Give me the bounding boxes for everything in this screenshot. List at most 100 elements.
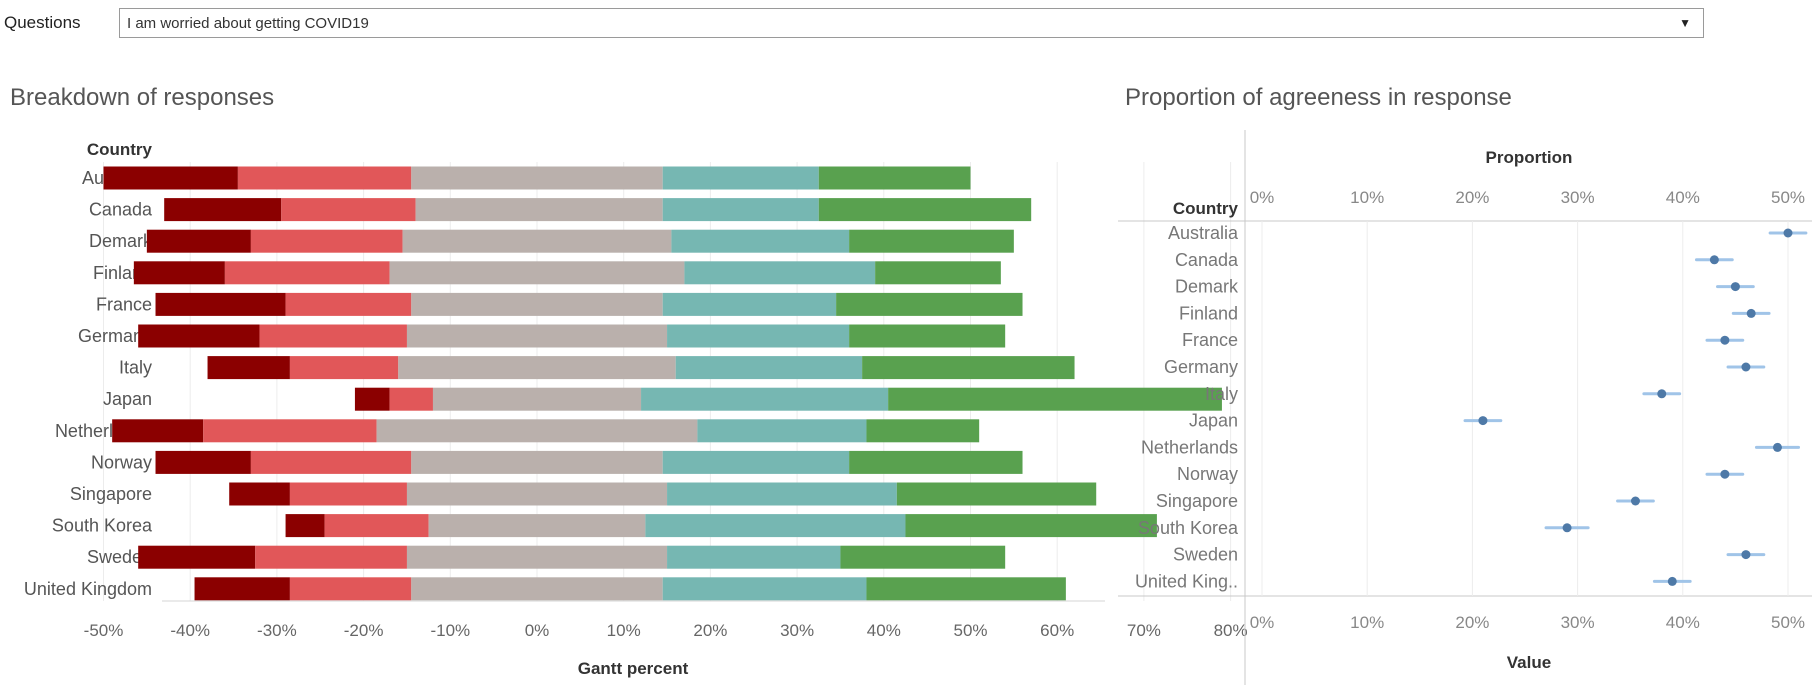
x-tick-label: -10% <box>430 621 470 640</box>
bar-south-korea-agree[interactable] <box>645 514 906 538</box>
bar-sweden-agree[interactable] <box>667 545 841 569</box>
bar-italy-strongly-disagree[interactable] <box>207 356 290 380</box>
country-label-france: France <box>96 294 152 314</box>
bar-italy-agree[interactable] <box>675 356 863 380</box>
bar-france-strongly-agree[interactable] <box>836 292 1023 316</box>
bar-japan-disagree[interactable] <box>389 387 433 411</box>
bar-netherlands-agree[interactable] <box>697 419 867 443</box>
bar-canada-agree[interactable] <box>662 198 819 222</box>
bar-singapore-strongly-disagree[interactable] <box>229 482 290 506</box>
bar-sweden-strongly-disagree[interactable] <box>138 545 256 569</box>
bar-south-korea-strongly-agree[interactable] <box>905 514 1157 538</box>
point-australia[interactable] <box>1783 228 1793 238</box>
bar-japan-strongly-agree[interactable] <box>888 387 1222 411</box>
bar-australia-disagree[interactable] <box>237 166 412 190</box>
bar-france-neutral[interactable] <box>411 292 663 316</box>
x-tick-label: 40% <box>867 621 901 640</box>
bar-italy-disagree[interactable] <box>289 356 399 380</box>
bar-norway-neutral[interactable] <box>411 450 663 474</box>
bar-canada-strongly-agree[interactable] <box>818 198 1032 222</box>
bar-germany-disagree[interactable] <box>259 324 407 348</box>
bar-norway-strongly-agree[interactable] <box>849 450 1023 474</box>
top-tick-label: 30% <box>1561 188 1595 207</box>
bar-germany-neutral[interactable] <box>406 324 668 348</box>
point-south-korea[interactable] <box>1562 523 1572 533</box>
bar-demark-strongly-disagree[interactable] <box>146 229 251 253</box>
bar-france-strongly-disagree[interactable] <box>155 292 286 316</box>
bar-norway-strongly-disagree[interactable] <box>155 450 251 474</box>
point-norway[interactable] <box>1720 469 1730 479</box>
country-label-germany: Germany <box>1164 357 1238 377</box>
x-tick-label: -30% <box>257 621 297 640</box>
bar-united-kingdom-strongly-disagree[interactable] <box>194 577 290 601</box>
bar-demark-neutral[interactable] <box>402 229 672 253</box>
bar-japan-strongly-disagree[interactable] <box>354 387 390 411</box>
bar-norway-disagree[interactable] <box>250 450 412 474</box>
bar-united-kingdom-disagree[interactable] <box>289 577 412 601</box>
point-france[interactable] <box>1720 335 1730 345</box>
bar-singapore-strongly-agree[interactable] <box>896 482 1097 506</box>
bar-south-korea-strongly-disagree[interactable] <box>285 514 325 538</box>
bar-south-korea-neutral[interactable] <box>428 514 646 538</box>
bar-france-disagree[interactable] <box>285 292 412 316</box>
bar-netherlands-disagree[interactable] <box>203 419 377 443</box>
country-label-japan: Japan <box>103 389 152 409</box>
bar-sweden-neutral[interactable] <box>406 545 668 569</box>
bar-finland-agree[interactable] <box>684 261 876 285</box>
bar-australia-agree[interactable] <box>662 166 819 190</box>
bar-canada-neutral[interactable] <box>415 198 663 222</box>
bar-demark-strongly-agree[interactable] <box>849 229 1014 253</box>
point-united-king[interactable] <box>1667 576 1677 586</box>
bar-norway-agree[interactable] <box>662 450 850 474</box>
dropdown-caret-icon[interactable]: ▼ <box>1679 16 1691 30</box>
point-demark[interactable] <box>1730 282 1740 292</box>
country-label-sweden: Sweden <box>1173 545 1238 565</box>
point-sweden[interactable] <box>1741 550 1751 560</box>
bar-finland-strongly-disagree[interactable] <box>133 261 225 285</box>
bar-canada-disagree[interactable] <box>281 198 416 222</box>
bar-singapore-neutral[interactable] <box>406 482 668 506</box>
bar-south-korea-disagree[interactable] <box>324 514 429 538</box>
bar-italy-strongly-agree[interactable] <box>862 356 1075 380</box>
country-label-italy: Italy <box>1205 384 1238 404</box>
bar-united-kingdom-agree[interactable] <box>662 577 867 601</box>
bar-singapore-agree[interactable] <box>667 482 897 506</box>
bar-australia-strongly-agree[interactable] <box>818 166 971 190</box>
questions-dropdown[interactable]: I am worried about getting COVID19 ▼ <box>119 8 1704 38</box>
bar-canada-strongly-disagree[interactable] <box>164 198 282 222</box>
bar-finland-neutral[interactable] <box>389 261 685 285</box>
bar-singapore-disagree[interactable] <box>289 482 407 506</box>
point-germany[interactable] <box>1741 362 1751 372</box>
bar-netherlands-strongly-disagree[interactable] <box>112 419 204 443</box>
bar-australia-strongly-disagree[interactable] <box>103 166 238 190</box>
country-label-italy: Italy <box>119 358 152 378</box>
point-singapore[interactable] <box>1630 496 1640 506</box>
bar-germany-agree[interactable] <box>667 324 850 348</box>
point-italy[interactable] <box>1657 389 1667 399</box>
bar-demark-disagree[interactable] <box>250 229 403 253</box>
country-label-finland: Finland <box>1179 303 1238 323</box>
bar-sweden-disagree[interactable] <box>255 545 407 569</box>
bar-japan-agree[interactable] <box>641 387 889 411</box>
bar-germany-strongly-disagree[interactable] <box>138 324 260 348</box>
bar-japan-neutral[interactable] <box>432 387 642 411</box>
bar-australia-neutral[interactable] <box>411 166 663 190</box>
country-label-sweden: Sweden <box>87 547 152 567</box>
bar-demark-agree[interactable] <box>671 229 850 253</box>
point-netherlands[interactable] <box>1772 442 1782 452</box>
point-japan[interactable] <box>1478 416 1488 426</box>
bar-united-kingdom-strongly-agree[interactable] <box>866 577 1066 601</box>
bar-finland-disagree[interactable] <box>224 261 390 285</box>
bar-italy-neutral[interactable] <box>398 356 676 380</box>
bar-united-kingdom-neutral[interactable] <box>411 577 663 601</box>
x-tick-label: 70% <box>1127 621 1161 640</box>
country-label-demark: Demark <box>1175 277 1239 297</box>
point-finland[interactable] <box>1746 308 1756 318</box>
point-canada[interactable] <box>1709 255 1719 265</box>
bar-finland-strongly-agree[interactable] <box>875 261 1001 285</box>
bar-netherlands-neutral[interactable] <box>376 419 698 443</box>
bar-france-agree[interactable] <box>662 292 837 316</box>
bar-sweden-strongly-agree[interactable] <box>840 545 1006 569</box>
bar-germany-strongly-agree[interactable] <box>849 324 1006 348</box>
bar-netherlands-strongly-agree[interactable] <box>866 419 980 443</box>
